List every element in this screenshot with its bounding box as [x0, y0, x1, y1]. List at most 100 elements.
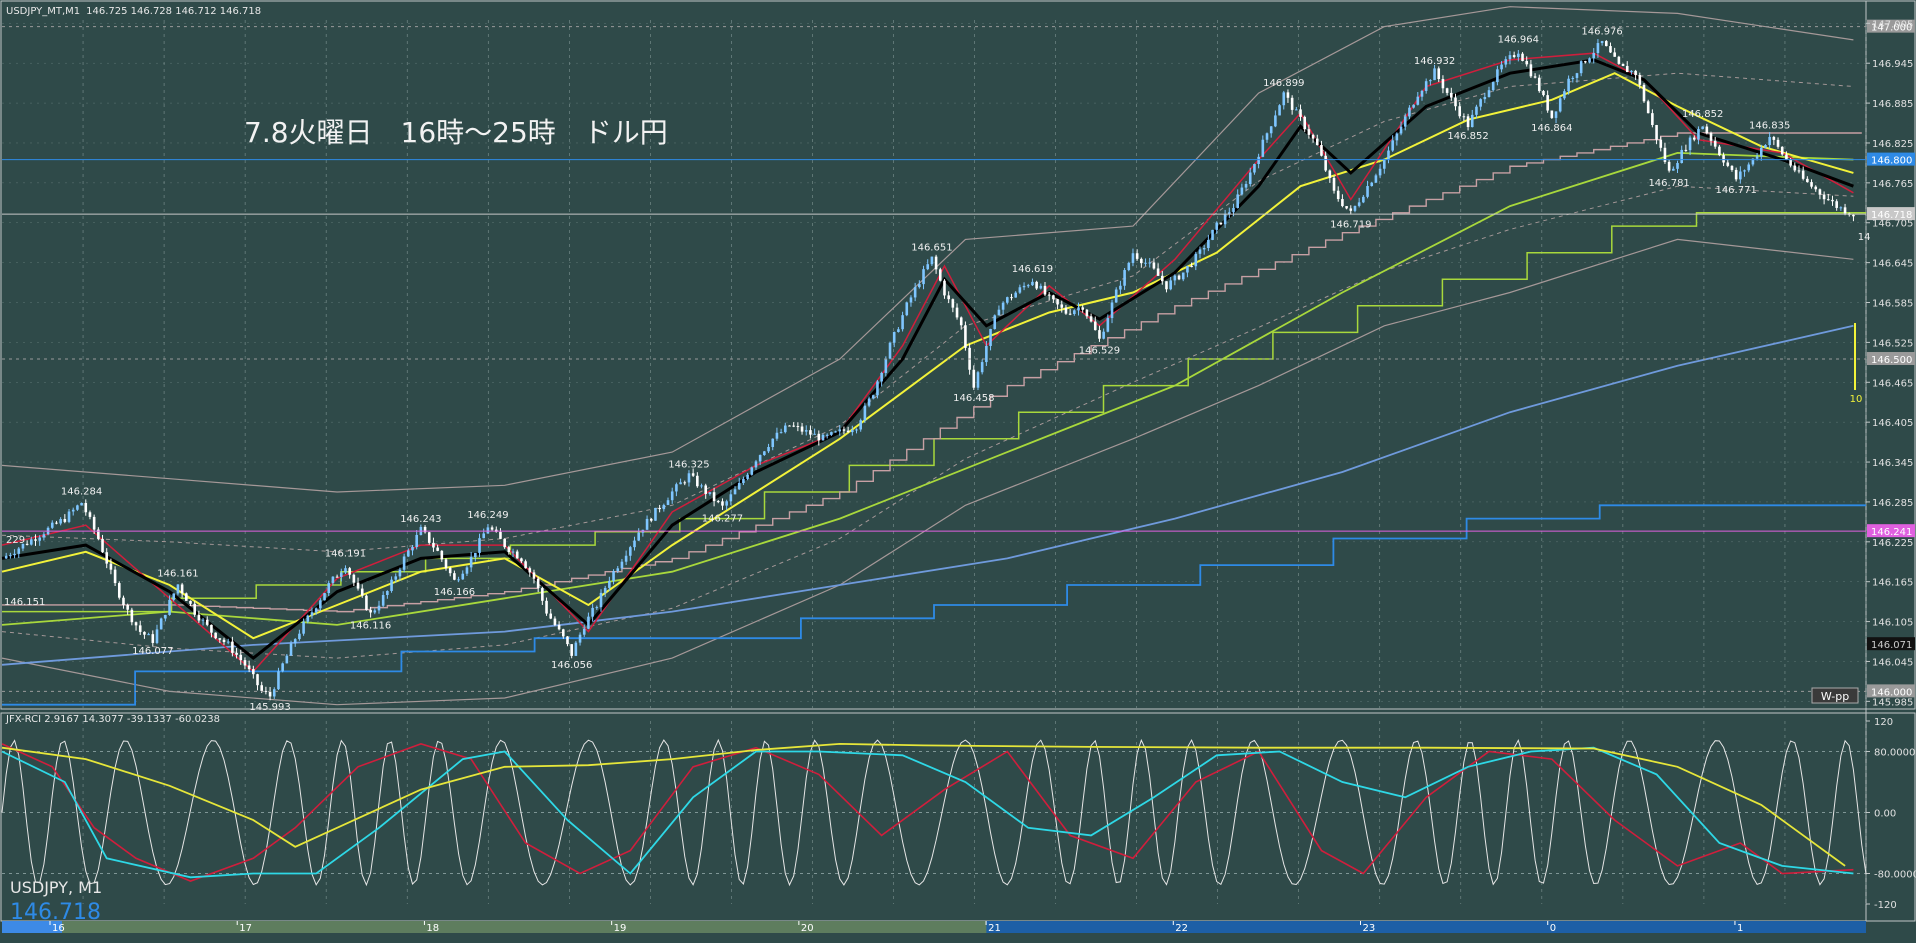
candle-body: [59, 519, 62, 524]
candle-body: [201, 619, 205, 621]
candle-body: [1274, 115, 1277, 127]
candle-body: [1542, 91, 1545, 96]
candle-body: [800, 426, 804, 432]
ma-green: [1, 151, 1854, 626]
candle-body: [909, 297, 913, 303]
candle-body: [42, 534, 46, 538]
candle-body: [1073, 310, 1076, 315]
candle-body: [1152, 262, 1156, 269]
price-label: 146.771: [1715, 185, 1756, 196]
candle-body: [566, 636, 569, 645]
candle-body: [578, 634, 582, 643]
candle-body: [394, 576, 398, 580]
rci-yellow: [1, 742, 1846, 867]
candle-body: [926, 264, 930, 270]
candle-body: [867, 398, 871, 406]
rci-red: [1, 743, 1854, 882]
candle-body: [629, 547, 632, 556]
candle-body: [922, 269, 925, 285]
candle-body: [1487, 90, 1491, 97]
candle-body: [285, 655, 289, 664]
candle-body: [1772, 136, 1776, 140]
candle-body: [1512, 55, 1516, 58]
candle-body: [1831, 199, 1834, 202]
candle-body: [1341, 199, 1344, 207]
candle-body: [1667, 161, 1671, 171]
candle-body: [1563, 91, 1566, 99]
candle-body: [243, 660, 247, 666]
candle-body: [536, 578, 540, 589]
wpp-button[interactable]: W-pp: [1811, 687, 1859, 704]
candle-body: [1416, 96, 1420, 105]
x-tick-label: 20: [801, 923, 814, 934]
candle-body: [1391, 140, 1394, 151]
price-tag-bg: [1867, 684, 1915, 698]
candle-body: [147, 634, 150, 636]
candle-body: [767, 447, 770, 452]
candle-body: [1617, 56, 1621, 64]
candle-body: [1140, 258, 1143, 264]
candle-body: [1508, 55, 1512, 60]
candle-body: [1537, 77, 1541, 92]
price-label: 146.529: [1079, 346, 1120, 357]
price-tag-bg: [1867, 524, 1915, 538]
candle-body: [855, 429, 858, 431]
candle-body: [427, 532, 431, 543]
candle-body: [1311, 134, 1315, 139]
candle-body: [1081, 307, 1085, 310]
candle-body: [465, 567, 469, 574]
candle-body: [675, 484, 678, 492]
candle-body: [582, 628, 586, 635]
ma-blue: [1, 324, 1854, 666]
price-label: 146.932: [1414, 56, 1455, 67]
candle-body: [1827, 199, 1830, 201]
candle-body: [453, 573, 456, 580]
candle-body: [511, 551, 515, 553]
bollinger-lower-inner: [1, 185, 1854, 659]
candle-body: [1785, 154, 1788, 160]
candle-body: [1575, 73, 1579, 78]
candle-body: [197, 614, 201, 621]
candle-body: [210, 624, 213, 633]
candle-body: [507, 547, 511, 552]
candle-body: [771, 438, 775, 448]
y-tick-label: 146.825: [1872, 139, 1913, 150]
time-axis-session: [986, 921, 1866, 933]
candle-body: [71, 509, 75, 512]
candle-body: [344, 568, 347, 573]
candle-body: [888, 342, 892, 359]
bollinger-lower: [1, 238, 1854, 706]
candle-body: [298, 633, 301, 640]
candle-body: [1165, 281, 1168, 290]
price-label: 146.899: [1263, 78, 1304, 89]
candle-body: [252, 669, 255, 675]
price-label: 229: [6, 535, 25, 546]
candle-body: [1470, 114, 1474, 128]
y-tick-label: 146.765: [1872, 179, 1913, 190]
candle-body: [1521, 53, 1524, 61]
candle-body: [587, 616, 590, 629]
candle-body: [67, 511, 71, 522]
price-tag-bg: [1867, 207, 1915, 221]
candle-body: [1571, 77, 1575, 79]
rci-tick-label: 80.0000: [1874, 748, 1915, 759]
candle-body: [976, 372, 980, 388]
candle-body: [918, 284, 921, 288]
price-label: 146.161: [157, 568, 198, 579]
candle-body: [1743, 170, 1746, 172]
candle-body: [972, 369, 976, 388]
candle-body: [1709, 133, 1713, 141]
candle-body: [1031, 281, 1034, 286]
candle-body: [804, 430, 808, 432]
candle-body: [1265, 133, 1269, 140]
candle-body: [754, 461, 758, 468]
candle-body: [1010, 297, 1013, 299]
candle-body: [599, 592, 603, 608]
candle-body: [339, 572, 343, 577]
candle-body: [1060, 304, 1064, 308]
candle-body: [1064, 307, 1068, 314]
candle-body: [792, 425, 795, 427]
candle-body: [117, 583, 121, 598]
candle-body: [1320, 145, 1323, 156]
